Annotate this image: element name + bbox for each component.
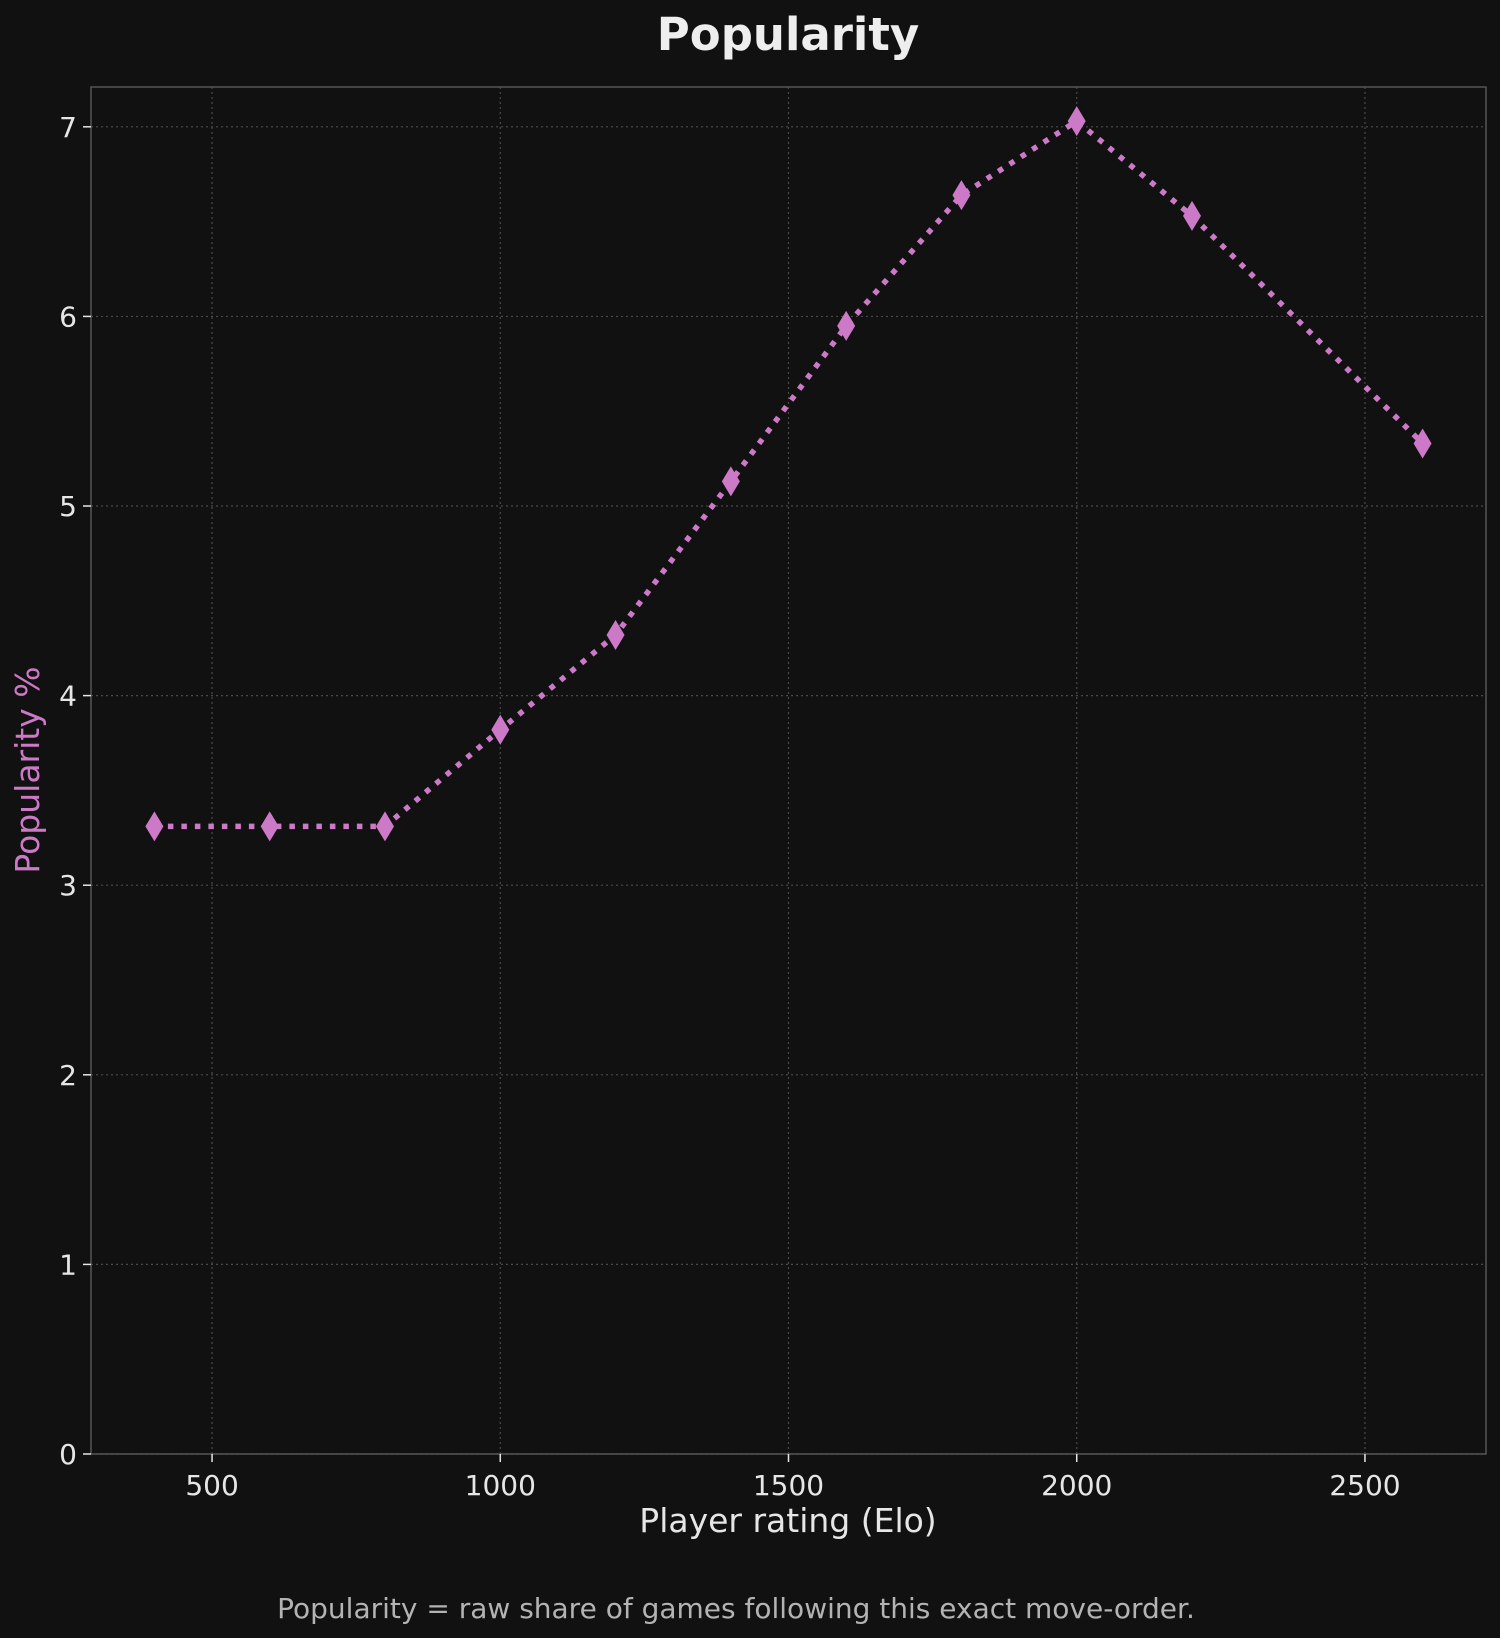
x-axis-ticks: 500 1000 1500 2000 2500 (185, 1454, 1401, 1502)
y-axis-ticks: 0 1 2 3 4 5 6 7 (59, 111, 91, 1471)
series-group (145, 106, 1432, 842)
data-point-marker (952, 180, 971, 211)
y-tick-label: 3 (59, 869, 77, 902)
y-tick-label: 0 (59, 1438, 77, 1471)
x-tick-label: 2500 (1329, 1469, 1400, 1502)
x-tick-label: 1000 (465, 1469, 536, 1502)
x-tick-label: 2000 (1041, 1469, 1112, 1502)
chart-caption: Popularity = raw share of games followin… (277, 1592, 1195, 1625)
y-tick-label: 5 (59, 490, 77, 523)
data-point-marker (1183, 200, 1202, 231)
x-tick-label: 500 (185, 1469, 238, 1502)
y-axis-label: Popularity % (8, 666, 47, 873)
data-point-marker (606, 619, 625, 650)
data-point-marker (1413, 428, 1432, 459)
chart-title: Popularity (657, 8, 919, 61)
data-point-marker (1067, 106, 1086, 137)
y-tick-label: 6 (59, 300, 77, 333)
data-point-marker (260, 811, 279, 842)
data-point-marker (721, 466, 740, 497)
series-line (154, 117, 1425, 830)
y-tick-label: 7 (59, 111, 77, 144)
data-point-marker (375, 811, 394, 842)
y-tick-label: 2 (59, 1059, 77, 1092)
data-point-marker (837, 310, 856, 341)
x-tick-label: 1500 (753, 1469, 824, 1502)
x-axis-label: Player rating (Elo) (639, 1501, 936, 1540)
data-point-marker (145, 811, 164, 842)
data-point-marker (491, 714, 510, 745)
y-tick-label: 1 (59, 1248, 77, 1281)
y-tick-label: 4 (59, 680, 77, 713)
